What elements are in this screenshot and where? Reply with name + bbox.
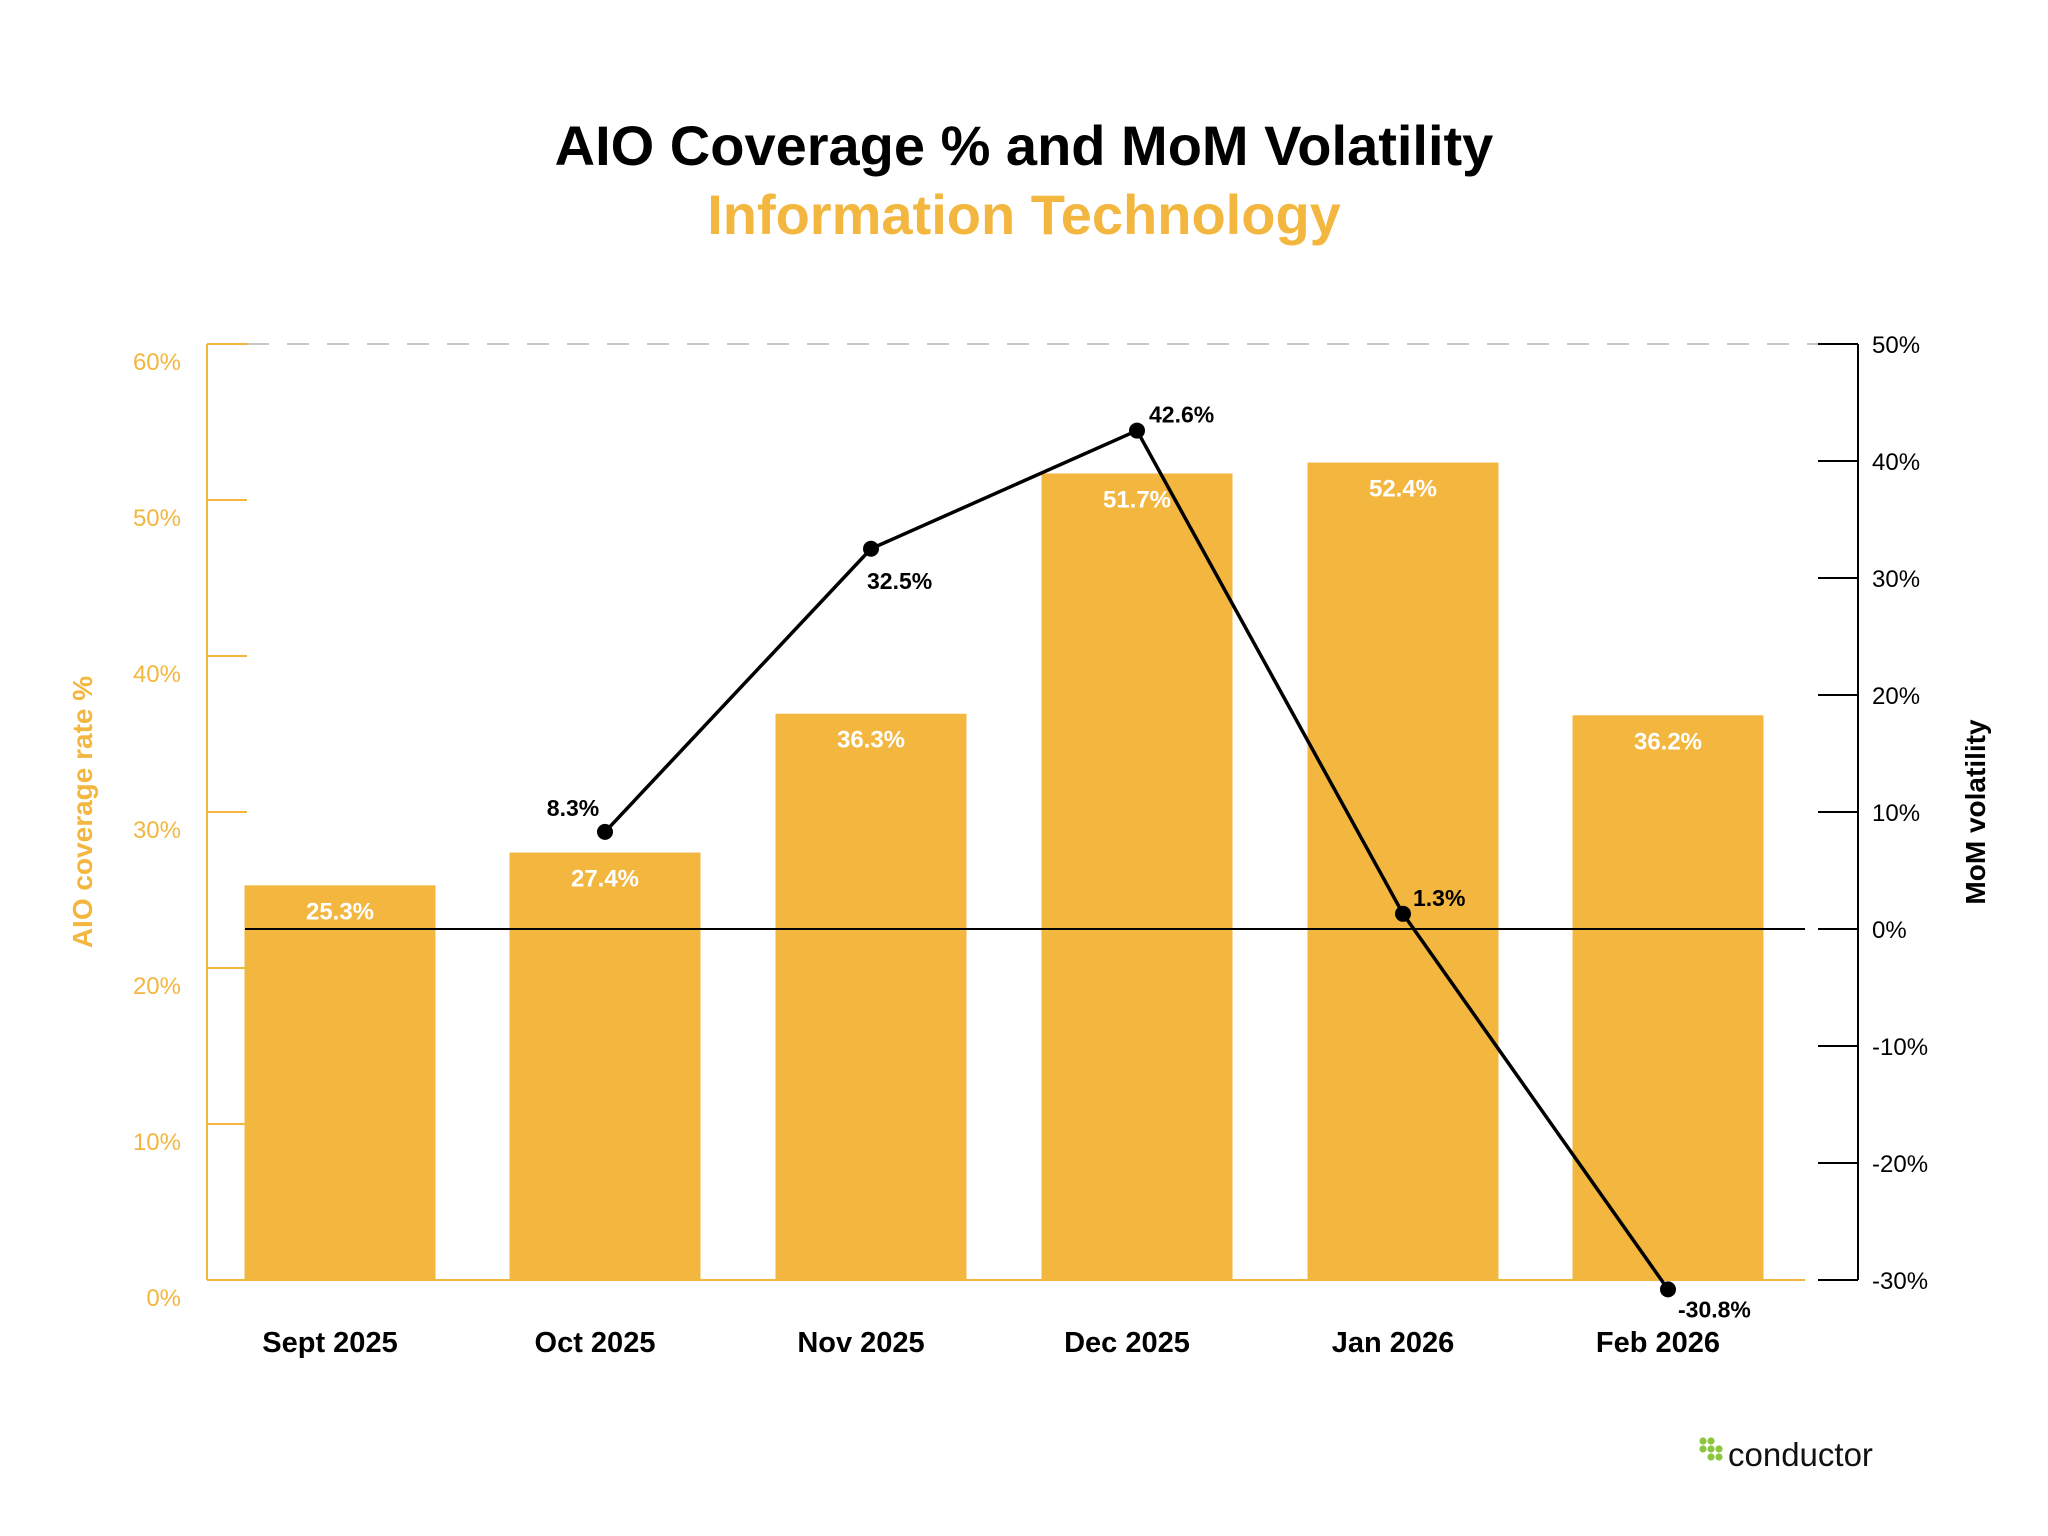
right-tick-label: -10% <box>1872 1034 1928 1061</box>
line-label: 42.6% <box>1149 402 1214 428</box>
bar-label: 36.2% <box>1634 728 1702 755</box>
right-axis: -30% -20% -10% 0% 10% 20% 30% 40% 50% <box>1818 332 1928 1295</box>
line-point <box>1660 1281 1676 1298</box>
bar-label: 27.4% <box>571 866 639 893</box>
logo-dot <box>1715 1445 1723 1453</box>
volatility-line: 8.3% 32.5% 42.6% 1.3% -30.8% <box>547 402 1751 1323</box>
left-tick-label: 50% <box>133 505 181 532</box>
left-axis-title: AIO coverage rate % <box>67 676 98 948</box>
left-tick-label: 60% <box>133 349 181 376</box>
logo-dot <box>1707 1437 1715 1445</box>
category-label: Sept 2025 <box>262 1327 397 1359</box>
line-point <box>1395 905 1411 922</box>
right-tick-label: 0% <box>1872 917 1907 944</box>
bar-label: 51.7% <box>1103 486 1171 513</box>
logo-dot <box>1707 1445 1715 1453</box>
chart-subtitle: Information Technology <box>707 183 1341 246</box>
line-point <box>1129 422 1145 439</box>
category-label: Nov 2025 <box>797 1327 924 1359</box>
bars: 25.3% 27.4% 36.3% 51.7% 52.4% 36.2% <box>244 462 1764 1281</box>
category-label: Feb 2026 <box>1596 1327 1720 1359</box>
right-tick-label: 10% <box>1872 800 1920 827</box>
right-tick-label: 50% <box>1872 332 1920 359</box>
line-point <box>863 540 879 557</box>
line-label: 8.3% <box>547 795 599 821</box>
right-tick-label: 30% <box>1872 566 1920 593</box>
line-point <box>597 823 613 840</box>
category-label: Jan 2026 <box>1332 1327 1455 1359</box>
right-tick-label: 40% <box>1872 449 1920 476</box>
left-tick-label: 40% <box>133 661 181 688</box>
bar <box>1307 462 1499 1280</box>
line-label: 32.5% <box>867 568 932 594</box>
left-tick-label: 0% <box>146 1285 181 1312</box>
right-axis-title: MoM volatility <box>1960 719 1991 905</box>
right-tick-label: 20% <box>1872 683 1920 710</box>
line-label: -30.8% <box>1678 1296 1751 1322</box>
logo-dot <box>1699 1445 1707 1453</box>
left-axis: 0% 10% 20% 30% 40% 50% 60% <box>133 343 1805 1312</box>
logo-dots-icon <box>1699 1437 1723 1461</box>
category-label: Dec 2025 <box>1064 1327 1190 1359</box>
right-tick-label: -20% <box>1872 1151 1928 1178</box>
line-label: 1.3% <box>1413 885 1465 911</box>
left-tick-label: 20% <box>133 973 181 1000</box>
chart-title: AIO Coverage % and MoM Volatility <box>555 114 1494 177</box>
right-tick-label: -30% <box>1872 1268 1928 1295</box>
category-labels: Sept 2025 Oct 2025 Nov 2025 Dec 2025 Jan 202… <box>262 1327 1720 1359</box>
left-tick-label: 10% <box>133 1129 181 1156</box>
bar <box>509 852 701 1280</box>
bar-label: 52.4% <box>1369 476 1437 503</box>
logo-dot <box>1699 1437 1707 1445</box>
bar-label: 25.3% <box>306 898 374 925</box>
bar <box>775 713 967 1280</box>
left-tick-label: 30% <box>133 817 181 844</box>
category-label: Oct 2025 <box>535 1327 656 1359</box>
bar <box>244 885 436 1280</box>
logo-text: conductor <box>1728 1436 1873 1473</box>
bar <box>1572 715 1764 1280</box>
bar-label: 36.3% <box>837 727 905 754</box>
bar <box>1041 473 1233 1281</box>
logo-dot <box>1715 1453 1723 1461</box>
logo-dot <box>1707 1453 1715 1461</box>
conductor-logo: conductor <box>1699 1436 1873 1473</box>
